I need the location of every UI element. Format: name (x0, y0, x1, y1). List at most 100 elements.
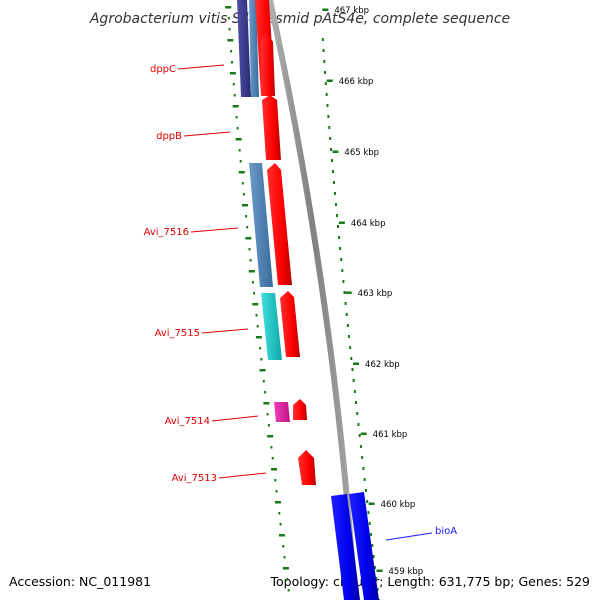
gc-tick-outer (359, 445, 362, 448)
gene-label-bioA: bioA (435, 526, 457, 537)
gc-tick-inner (230, 50, 233, 53)
gc-tick-inner (275, 490, 278, 493)
gc-tick-inner (278, 534, 285, 537)
gc-tick-inner (267, 435, 274, 438)
gc-tick-outer (371, 544, 374, 547)
scale-label: 465 kbp (344, 148, 379, 158)
gc-tick-inner (286, 578, 289, 581)
gc-tick-outer (325, 93, 328, 96)
gene-arrow-Avi_7516 (267, 163, 292, 285)
gc-tick-outer (362, 467, 365, 470)
gc-tick-inner (227, 39, 234, 42)
gc-tick-inner (227, 17, 230, 20)
gc-tick-outer (341, 269, 344, 272)
cog-features (237, 0, 290, 422)
gc-tick-outer (343, 291, 346, 294)
gc-tick-outer (357, 423, 360, 426)
cog-feature-steel (249, 0, 259, 97)
gc-tick-outer (344, 302, 347, 305)
gene-arrow-Avi_7513 (298, 450, 316, 485)
gc-tick-inner (251, 281, 254, 284)
gc-tick-inner (249, 259, 252, 262)
gc-tick-outer (333, 192, 336, 195)
scale-label: 462 kbp (365, 360, 400, 370)
gc-tick-outer (368, 522, 371, 525)
gc-tick-outer (366, 500, 369, 503)
gc-tick-outer (358, 434, 361, 437)
gc-tick-inner (262, 380, 265, 383)
cog-feature-magenta (274, 402, 290, 422)
scale-label: 461 kbp (373, 430, 408, 440)
gc-tick-inner (252, 303, 259, 306)
scale-tick (338, 221, 345, 224)
gc-tick-outer (373, 566, 376, 569)
gc-tick-inner (241, 204, 248, 207)
leader-line-Avi_7515 (201, 328, 249, 334)
gene-label-dppB: dppB (156, 131, 182, 142)
scale-tick (345, 291, 352, 294)
forward-genes (331, 492, 379, 600)
gc-tick-inner (260, 358, 263, 361)
gc-tick-outer (326, 104, 329, 107)
gene-arrow-bioA-b (349, 492, 379, 600)
gene-arrow-dppB (262, 95, 281, 160)
gc-tick-inner (264, 391, 267, 394)
gc-tick-outer (337, 225, 340, 228)
gc-tick-inner (248, 270, 255, 273)
gc-tick-inner (259, 369, 266, 372)
gc-tick-outer (331, 170, 334, 173)
gc-tick-outer (375, 577, 378, 580)
gene-labels: dppC dppB Avi_7516 Avi_7515 Avi_7514 Avi… (144, 64, 457, 541)
gc-tick-outer (356, 412, 359, 415)
leader-line-Avi_7513 (218, 472, 267, 479)
gc-tick-outer (350, 357, 353, 360)
gc-tick-inner (266, 413, 269, 416)
gene-label-Avi_7514: Avi_7514 (165, 416, 210, 427)
gc-tick-inner (239, 160, 242, 163)
gc-tick-inner (241, 182, 244, 185)
kbp-scale: 467 kbp 466 kbp 465 kbp 464 kbp 463 kbp 462 k… (322, 6, 423, 577)
gc-tick-outer (355, 401, 358, 404)
gc-tick-outer (340, 258, 343, 261)
gc-tick-inner (242, 193, 245, 196)
scale-label: 459 kbp (389, 567, 424, 577)
gc-tick-outer (324, 82, 327, 85)
gc-tick-inner (259, 347, 262, 350)
gc-tick-outer (321, 38, 324, 41)
leader-line-dppB (183, 131, 231, 137)
gc-tick-outer (330, 148, 333, 151)
scale-tick (360, 432, 367, 435)
gene-label-Avi_7515: Avi_7515 (155, 328, 200, 339)
gc-tick-inner (278, 512, 281, 515)
gc-tick-inner (256, 325, 259, 328)
gc-tick-inner (248, 248, 251, 251)
gc-tick-outer (346, 324, 349, 327)
gc-tick-inner (232, 83, 235, 86)
gc-tick-outer (329, 137, 332, 140)
gc-tick-inner (230, 61, 233, 64)
gc-tick-inner (228, 28, 231, 31)
gc-tick-inner (282, 567, 289, 570)
gc-tick-inner (274, 479, 277, 482)
gc-tick-inner (287, 589, 290, 592)
gc-tick-outer (352, 379, 355, 382)
gc-tick-inner (267, 424, 270, 427)
gc-skew-outer (321, 38, 380, 600)
gc-tick-outer (334, 203, 337, 206)
gc-tick-outer (347, 335, 350, 338)
gene-arrow-dppC-head (261, 30, 275, 96)
gc-tick-outer (335, 214, 338, 217)
gc-tick-outer (322, 49, 325, 52)
gc-tick-inner (238, 171, 245, 174)
gc-tick-inner (271, 457, 274, 460)
scale-label: 464 kbp (351, 219, 386, 229)
scale-tick (353, 362, 360, 365)
gene-label-Avi_7516: Avi_7516 (144, 227, 189, 238)
gene-arrow-bioA-a (331, 494, 360, 600)
gc-tick-inner (236, 127, 239, 130)
gc-tick-outer (327, 115, 330, 118)
gc-tick-inner (235, 138, 242, 141)
map-title: Agrobacterium vitis S4 plasmid pAtS4e, c… (89, 11, 510, 27)
leader-line-bioA (385, 532, 433, 541)
